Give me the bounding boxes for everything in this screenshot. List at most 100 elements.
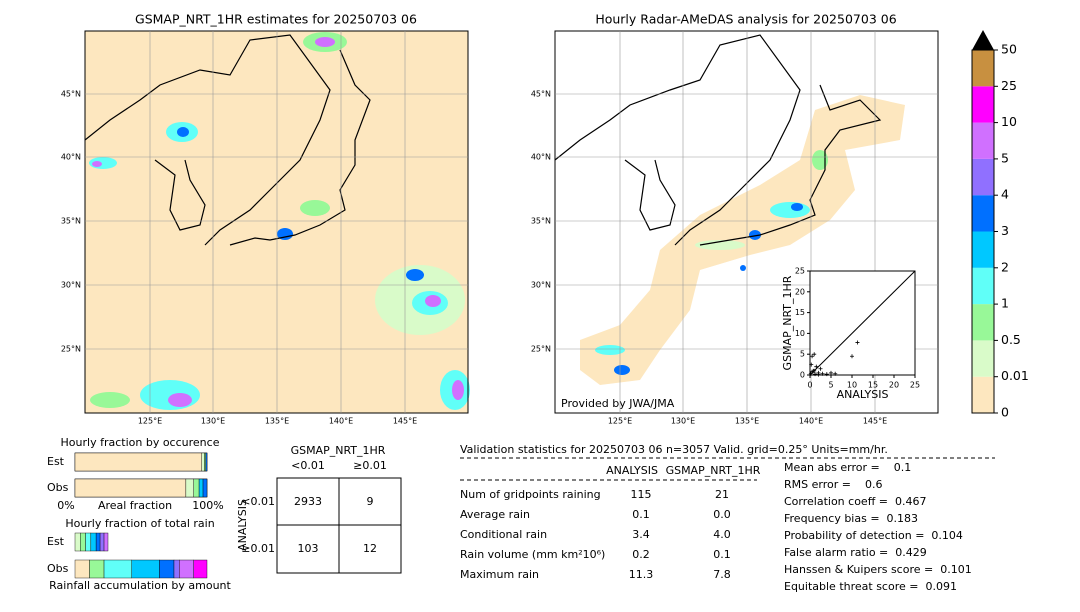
map-frame — [84, 30, 469, 414]
lat-label: 35°N — [61, 217, 81, 226]
stat-label: Average rain — [460, 508, 530, 521]
lat-label: 25°N — [61, 345, 81, 354]
stat-value: 115 — [631, 488, 652, 501]
scatter-point — [810, 354, 815, 359]
bar-segment — [103, 559, 132, 579]
row-label: Est — [47, 455, 65, 468]
table-cell: 103 — [298, 542, 319, 555]
scatter-point — [810, 369, 815, 374]
stat-value: 3.4 — [632, 528, 650, 541]
scatter-point — [829, 370, 833, 375]
scatter-point — [813, 372, 818, 377]
colorbar-bin — [972, 376, 994, 413]
colorbar-label: 10 — [1001, 114, 1017, 129]
bar-segment — [85, 532, 92, 552]
bar-segment — [193, 559, 208, 579]
column-label: ANALYSIS — [606, 464, 658, 477]
colorbar-bin — [972, 340, 994, 377]
score: False alarm ratio = 0.429 — [784, 546, 927, 559]
row-label: Obs — [47, 481, 69, 494]
bar-segment — [80, 532, 86, 552]
stat-value: 7.8 — [713, 568, 731, 581]
colorbar-label: 2 — [1001, 259, 1009, 274]
stat-value: 11.3 — [629, 568, 654, 581]
rain-blobs — [89, 32, 470, 410]
scatter-point — [809, 362, 814, 367]
lon-label: 135°E — [265, 417, 289, 426]
lat-label: 30°N — [61, 281, 81, 290]
colorbar-label: 50 — [1001, 42, 1017, 57]
colorbar-label: 3 — [1001, 223, 1009, 238]
lon-label: 140°E — [799, 417, 823, 426]
table-cell: 9 — [367, 495, 374, 508]
stat-label: Num of gridpoints raining — [460, 488, 601, 501]
stat-label: Conditional rain — [460, 528, 547, 541]
scatter-point — [820, 371, 825, 376]
lon-label: 125°E — [138, 417, 162, 426]
bar-segment — [90, 532, 97, 552]
scatter-point — [833, 371, 838, 376]
stats-title: Validation statistics for 20250703 06 n=… — [460, 443, 888, 456]
map-frame — [554, 30, 939, 414]
colorbar-label: 0.5 — [1001, 332, 1021, 347]
column-label: <0.01 — [291, 459, 325, 472]
coastline — [84, 34, 371, 246]
y-axis-label: GSMAP_NRT_1HR — [781, 275, 794, 370]
bar-segment — [159, 559, 175, 579]
y-tick-label: 5 — [800, 350, 805, 359]
scatter-point — [814, 364, 819, 369]
bar-segment — [89, 559, 105, 579]
stat-value: 0.0 — [713, 508, 731, 521]
lat-label: 25°N — [531, 345, 551, 354]
bar-segment — [103, 532, 109, 552]
y-tick-label: 10 — [795, 329, 805, 338]
x-axis-label: Rainfall accumulation by amount — [49, 579, 231, 592]
map-background — [85, 31, 468, 413]
lon-label: 125°E — [608, 417, 632, 426]
x-tick-label: 15 — [868, 381, 878, 390]
bar-segment — [74, 559, 90, 579]
panel-title: Hourly fraction of total rain — [65, 517, 214, 530]
bar-segment — [193, 478, 200, 498]
lat-label: 40°N — [61, 153, 81, 162]
colorbar-label: 1 — [1001, 296, 1009, 311]
scatter-point — [850, 354, 854, 359]
scatter-point — [812, 368, 817, 373]
bar-segment — [179, 559, 194, 579]
lon-label: 130°E — [201, 417, 225, 426]
colorbar-label: 0.01 — [1001, 368, 1029, 383]
stat-value: 4.0 — [713, 528, 731, 541]
y-tick-label: 0 — [800, 371, 805, 380]
colorbar-label: 4 — [1001, 187, 1009, 202]
axis-label: 100% — [192, 499, 223, 512]
score: RMS error = 0.6 — [784, 478, 882, 491]
bar-segment — [173, 559, 180, 579]
bar-segment — [185, 478, 195, 498]
score: Hanssen & Kuipers score = 0.101 — [784, 563, 972, 576]
stat-value: 0.2 — [632, 548, 650, 561]
colorbar-bin — [972, 122, 994, 159]
colorbar-bin — [972, 158, 994, 196]
score: Probability of detection = 0.104 — [784, 529, 963, 542]
table-header: GSMAP_NRT_1HR — [291, 444, 386, 457]
colorbar-bin — [972, 304, 994, 341]
diagonal — [809, 270, 916, 376]
lon-label: 140°E — [329, 417, 353, 426]
bar-segment — [202, 478, 208, 498]
colorbar-bin — [972, 50, 994, 87]
bar-segment — [131, 559, 160, 579]
lat-label: 45°N — [531, 90, 551, 99]
row-label: Obs — [47, 562, 69, 575]
column-label: ≥0.01 — [353, 459, 387, 472]
lat-label: 30°N — [531, 281, 551, 290]
scatter-point — [812, 352, 817, 357]
table-cell: 2933 — [294, 495, 322, 508]
score: Frequency bias = 0.183 — [784, 512, 918, 525]
lon-label: 135°E — [735, 417, 759, 426]
row-label: ≥0.01 — [241, 542, 275, 555]
x-tick-label: 10 — [847, 381, 857, 390]
stat-value: 21 — [715, 488, 729, 501]
bar-segment — [205, 452, 208, 472]
bar-segment — [198, 478, 204, 498]
